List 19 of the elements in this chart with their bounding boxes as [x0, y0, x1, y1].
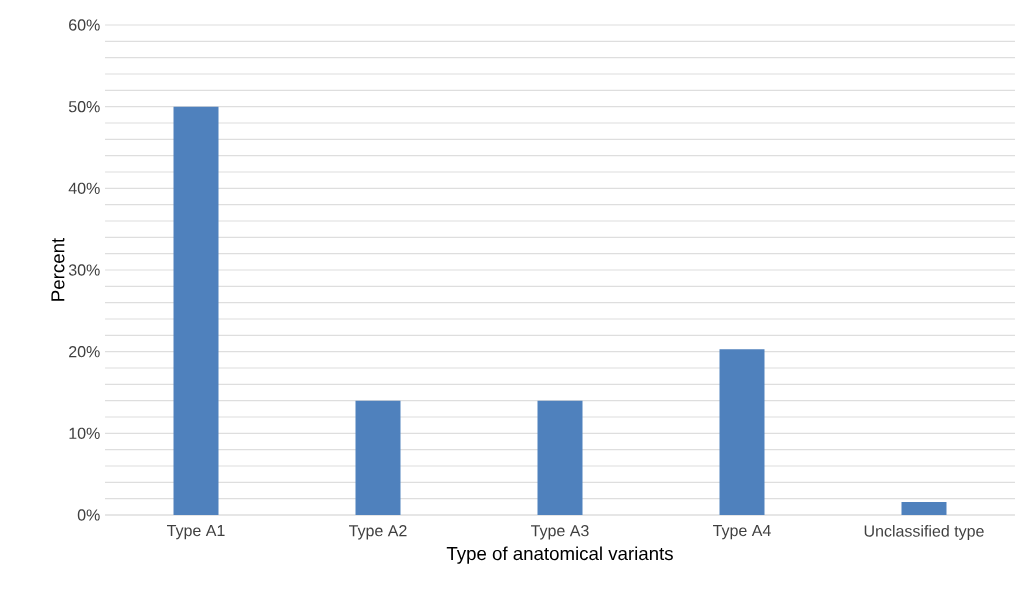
y-tick-label: 60%	[69, 19, 100, 31]
x-tick-label: Type A2	[349, 525, 407, 540]
y-axis-title: Percent	[51, 237, 65, 301]
y-tick-label: 0%	[77, 509, 100, 521]
x-tick-label: Type A1	[167, 525, 225, 540]
y-tick-label: 20%	[69, 346, 100, 358]
x-tick-label: Type A4	[713, 525, 771, 540]
x-tick-label: Type A3	[531, 525, 589, 540]
x-axis-title: Type of anatomical variants	[446, 546, 673, 564]
y-tick-label: 50%	[68, 101, 100, 113]
y-tick-label: 40%	[68, 182, 100, 194]
bar	[719, 349, 765, 515]
y-tick-label: 10%	[69, 427, 100, 439]
x-tick-label: Unclassified type	[864, 525, 984, 540]
y-tick-label: 30%	[68, 264, 100, 276]
bar	[173, 106, 219, 515]
bar	[901, 501, 947, 515]
bar	[355, 400, 401, 515]
bar	[537, 400, 583, 515]
